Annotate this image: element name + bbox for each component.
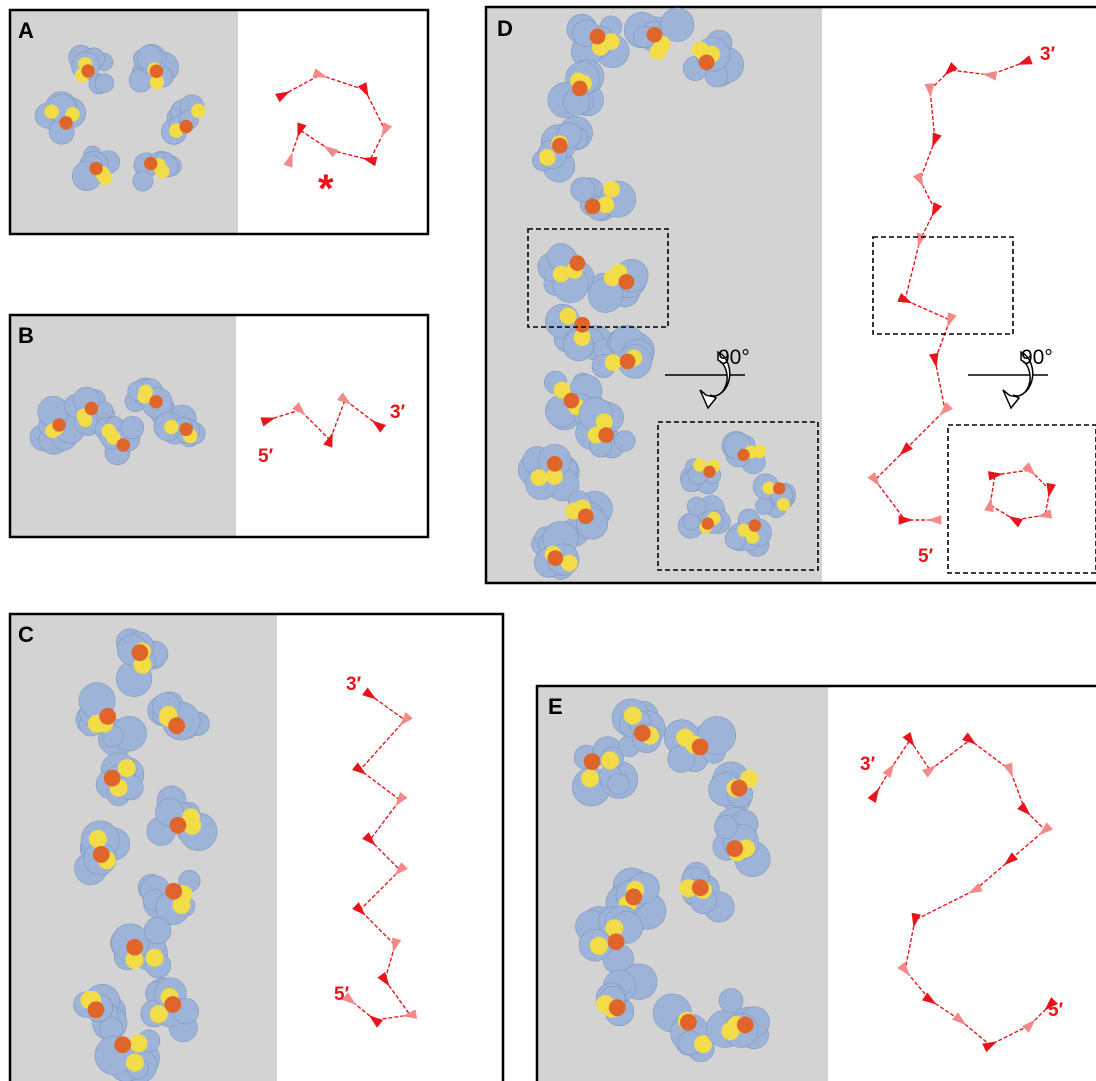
rotation-label: 90° [718, 346, 750, 369]
panel-label: C [18, 622, 34, 647]
rotation-label: 90° [1021, 346, 1053, 369]
rna-chain [984, 462, 1056, 527]
density-blob [680, 458, 720, 493]
rna-chain [275, 68, 392, 167]
rna-chain [867, 55, 1032, 525]
end-label: 3′ [346, 674, 362, 695]
end-label: 5′ [918, 546, 934, 567]
figure: A * B 3′ 5′ C 3′ 5′ D 3′ 5′ 90° 90° E 3′… [0, 0, 1096, 1081]
panel-label: D [497, 16, 513, 41]
panel-label: B [18, 323, 34, 348]
rna-chain [260, 392, 386, 447]
rna-chain [342, 687, 417, 1027]
end-label: 5′ [258, 446, 274, 467]
end-label: 3′ [390, 402, 406, 423]
rna-chain [868, 732, 1058, 1052]
gap-mark: * [318, 167, 334, 211]
density-blob [531, 521, 578, 579]
end-label: 3′ [1040, 44, 1056, 65]
end-label: 5′ [334, 984, 350, 1005]
end-label: 5′ [1048, 1000, 1064, 1021]
panel-label: E [548, 694, 563, 719]
end-label: 3′ [860, 754, 876, 775]
panel-label: A [18, 18, 34, 43]
